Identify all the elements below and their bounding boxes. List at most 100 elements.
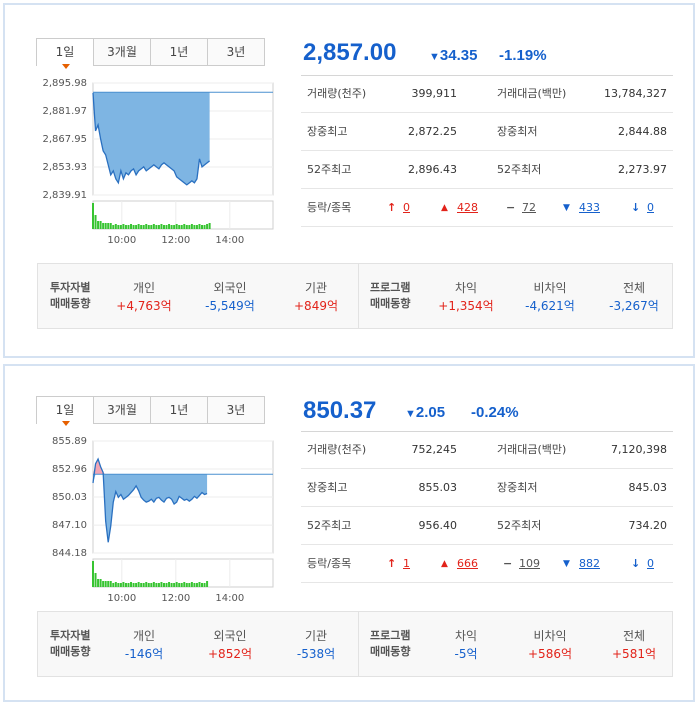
volume-bar xyxy=(135,583,138,587)
kosdaq-panel: 1일 3개월 1년 3년 855.89 852.96 850.03 847.10 844… xyxy=(3,364,695,702)
volume-bar xyxy=(183,224,186,229)
x-tick-label: 10:00 xyxy=(107,235,136,246)
upper-limit-icon: ↑ xyxy=(387,201,397,214)
y-tick-label: 847.10 xyxy=(52,520,87,531)
investor-foreign: 외국인 +852억 xyxy=(208,629,252,661)
volume-bar xyxy=(107,581,110,587)
volume-bar xyxy=(99,579,102,587)
program-non-arbitrage: 비차익 -4,621억 xyxy=(525,281,575,313)
volume-bar xyxy=(145,582,148,587)
volume-bar xyxy=(180,583,183,587)
volume-bar xyxy=(203,583,206,587)
tab-1year[interactable]: 1년 xyxy=(150,396,208,424)
volume-bar xyxy=(97,221,100,229)
volume-bar xyxy=(185,225,188,229)
program-heading: 프로그램 매매동향 xyxy=(370,629,411,658)
volume-bar xyxy=(170,583,173,587)
volume-bar xyxy=(117,225,120,229)
tab-3years[interactable]: 3년 xyxy=(207,396,265,424)
period-tabs: 1일 3개월 1년 3년 xyxy=(36,396,265,424)
program-total: 전체 -3,267억 xyxy=(609,281,659,313)
volume-bar xyxy=(180,225,183,229)
volume-bar xyxy=(150,225,153,229)
tab-3months[interactable]: 3개월 xyxy=(93,396,151,424)
volume-bar xyxy=(94,573,97,587)
stats-row-intraday: 장중최고 2,872.25 장중최저 2,844.88 xyxy=(301,114,673,151)
volume-bar xyxy=(168,582,171,587)
down-count[interactable]: 433 xyxy=(579,201,600,214)
volume-bar xyxy=(190,582,193,587)
down-triangle-icon: ▼ xyxy=(563,203,570,213)
x-tick-label: 12:00 xyxy=(161,593,190,604)
stats-row-52week: 52주최고 2,896.43 52주최저 2,273.97 xyxy=(301,152,673,189)
lower-limit-icon: ↓ xyxy=(631,557,641,570)
stats-row-52week: 52주최고 956.40 52주최저 734.20 xyxy=(301,508,673,545)
volume-plot-frame xyxy=(92,558,274,588)
volume-bar xyxy=(107,223,110,229)
investor-heading: 투자자별 매매동향 xyxy=(50,629,91,658)
volume-bar xyxy=(92,561,94,587)
kospi-panel: 1일 3개월 1년 3년 2,895.98 2,881.97 2,867.95 2,8… xyxy=(3,3,695,358)
volume-bar xyxy=(142,225,145,229)
period-tabs: 1일 3개월 1년 3년 xyxy=(36,38,265,66)
program-non-arbitrage: 비차익 +586억 xyxy=(528,629,572,661)
volume-bar xyxy=(198,224,201,229)
tab-3years[interactable]: 3년 xyxy=(207,38,265,66)
flat-count[interactable]: 72 xyxy=(522,201,536,214)
tab-3months[interactable]: 3개월 xyxy=(93,38,151,66)
volume-bar xyxy=(160,224,163,229)
volume-bar xyxy=(185,583,188,587)
volume-bar xyxy=(160,582,163,587)
volume-bar xyxy=(140,583,143,587)
volume-bar xyxy=(195,583,198,587)
program-arbitrage: 차익 +1,354억 xyxy=(438,281,494,313)
volume-bar xyxy=(162,225,165,229)
volume-bar xyxy=(127,583,130,587)
change-percent: -0.24% xyxy=(471,404,519,421)
volume-bar xyxy=(152,224,155,229)
down-count[interactable]: 882 xyxy=(579,557,600,570)
down-arrow-icon: ▼ xyxy=(429,51,440,63)
volume-bar xyxy=(190,224,193,229)
lower-limit-icon: ↓ xyxy=(631,201,641,214)
volume-bar xyxy=(114,224,117,229)
flat-count[interactable]: 109 xyxy=(519,557,540,570)
volume-bar xyxy=(175,224,178,229)
volume-bar xyxy=(145,224,148,229)
tab-1day[interactable]: 1일 xyxy=(36,396,94,424)
y-tick-label: 850.03 xyxy=(52,492,87,503)
volume-bar xyxy=(198,582,201,587)
volume-bar xyxy=(137,224,140,229)
volume-bar xyxy=(178,225,181,229)
investor-heading: 투자자별 매매동향 xyxy=(50,281,91,310)
volume-bar xyxy=(99,221,102,229)
program-arbitrage: 차익 -5억 xyxy=(454,629,478,661)
program-heading: 프로그램 매매동향 xyxy=(370,281,411,310)
volume-bar xyxy=(142,583,145,587)
volume-bar xyxy=(130,582,133,587)
volume-bar xyxy=(140,225,143,229)
volume-bar xyxy=(112,225,115,229)
volume-bar xyxy=(155,583,158,587)
volume-bar xyxy=(206,581,209,587)
volume-bar xyxy=(122,224,125,229)
lower-limit-count[interactable]: 0 xyxy=(647,201,654,214)
lower-limit-count[interactable]: 0 xyxy=(647,557,654,570)
up-count[interactable]: 666 xyxy=(457,557,478,570)
upper-limit-icon: ↑ xyxy=(387,557,397,570)
up-triangle-icon: ▲ xyxy=(441,203,448,213)
investor-institution: 기관 +849억 xyxy=(294,281,338,313)
investor-individual: 개인 +4,763억 xyxy=(116,281,172,313)
upper-limit-count[interactable]: 1 xyxy=(403,557,410,570)
intraday-chart: 2,895.98 2,881.97 2,867.95 2,853.93 2,839.91… xyxy=(35,71,275,255)
y-tick-label: 2,867.95 xyxy=(42,134,87,145)
volume-bar xyxy=(92,203,94,229)
tab-1year[interactable]: 1년 xyxy=(150,38,208,66)
up-count[interactable]: 428 xyxy=(457,201,478,214)
investor-individual: 개인 -146억 xyxy=(124,629,164,661)
investor-foreign: 외국인 -5,549억 xyxy=(205,281,255,313)
tab-1day[interactable]: 1일 xyxy=(36,38,94,66)
volume-bar xyxy=(162,583,165,587)
volume-bar xyxy=(109,223,112,229)
upper-limit-count[interactable]: 0 xyxy=(403,201,410,214)
